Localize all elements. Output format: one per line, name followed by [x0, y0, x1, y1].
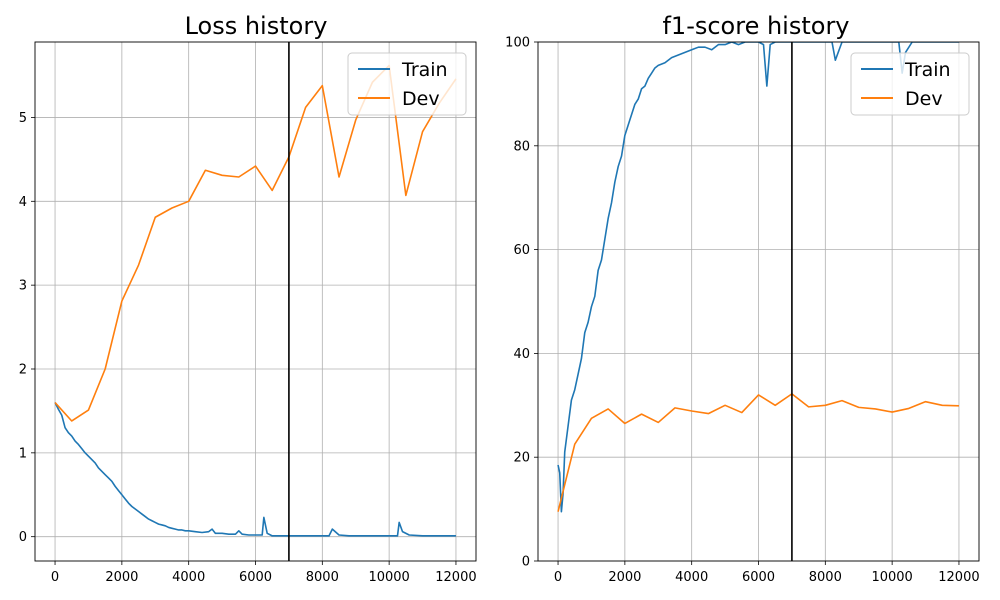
- x-tick-label: 0: [51, 570, 59, 585]
- legend: Train Dev: [850, 52, 970, 116]
- y-tick-label: 0: [522, 555, 530, 570]
- x-tick-label: 0: [554, 570, 562, 585]
- x-tick-label: 12000: [938, 570, 979, 585]
- y-tick-label: 4: [19, 195, 27, 210]
- legend-label-dev: Dev: [905, 88, 943, 110]
- legend-label-train: Train: [904, 59, 951, 81]
- series-line-train: [54, 402, 456, 537]
- x-tick-label: 8000: [809, 570, 842, 585]
- y-tick-label: 80: [513, 139, 530, 154]
- x-tick-label: 6000: [742, 570, 775, 585]
- x-tick-label: 6000: [239, 570, 272, 585]
- chart-title: f1-score history: [662, 12, 849, 40]
- y-tick-label: 1: [19, 446, 27, 461]
- y-tick-label: 20: [513, 451, 530, 466]
- ticks: 0 2000 4000 6000 8000 10000 12000 0 20 40 60 80 100: [505, 36, 979, 586]
- y-tick-label: 100: [505, 36, 530, 51]
- x-tick-label: 2000: [105, 570, 138, 585]
- chart-title: Loss history: [185, 12, 328, 40]
- x-tick-label: 8000: [306, 570, 339, 585]
- y-tick-label: 0: [19, 530, 27, 545]
- ticks: 0 2000 4000 6000 8000 10000 12000 0 1 2 3 4 5: [19, 111, 477, 585]
- loss-history-chart: Loss history 0 2000 4000 6000 8000 10000 12000…: [19, 12, 477, 585]
- legend-label-train: Train: [401, 59, 448, 81]
- x-tick-label: 4000: [172, 570, 205, 585]
- y-tick-label: 40: [513, 347, 530, 362]
- series-line-train: [557, 42, 959, 513]
- x-tick-label: 10000: [871, 570, 912, 585]
- x-tick-label: 4000: [675, 570, 708, 585]
- y-tick-label: 60: [513, 243, 530, 258]
- legend: Train Dev: [347, 52, 467, 116]
- y-tick-label: 3: [19, 279, 27, 294]
- y-tick-label: 5: [19, 111, 27, 126]
- plot-area: [557, 42, 959, 561]
- x-tick-label: 10000: [368, 570, 409, 585]
- f1-score-history-chart: f1-score history 0 2000 4000 6000 8000 10000 1…: [505, 12, 979, 585]
- y-tick-label: 2: [19, 362, 27, 377]
- x-tick-label: 12000: [435, 570, 476, 585]
- series-line-dev: [557, 393, 959, 512]
- x-tick-label: 2000: [608, 570, 641, 585]
- legend-label-dev: Dev: [402, 88, 440, 110]
